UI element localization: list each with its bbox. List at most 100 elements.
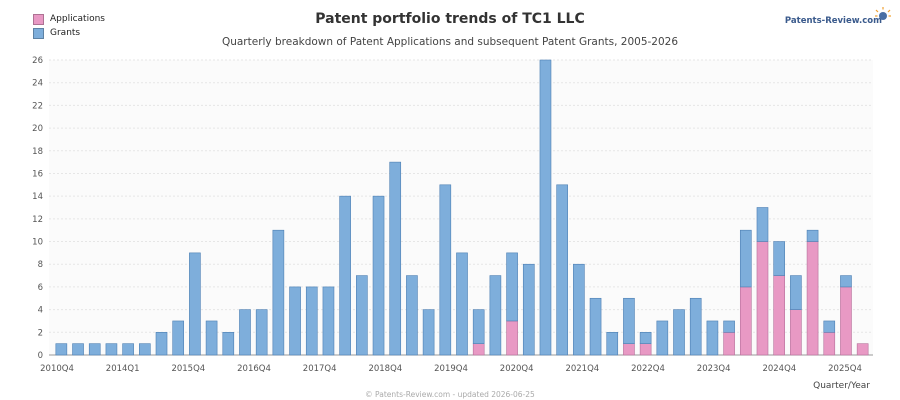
grants-bar[interactable]: [55, 343, 68, 356]
x-tick-label: 2021Q4: [565, 364, 599, 374]
x-axis-label: Quarter/Year: [813, 381, 870, 391]
applications-bar[interactable]: [806, 241, 819, 356]
grants-swatch: [33, 27, 44, 39]
grants-bar[interactable]: [356, 275, 368, 356]
x-tick-label: 2010Q4: [40, 364, 74, 374]
x-tick-label: 2020Q4: [500, 364, 534, 374]
grants-bar[interactable]: [539, 59, 552, 356]
x-tick-label: 2017Q4: [303, 364, 337, 374]
y-tick-label: 14: [32, 192, 43, 202]
applications-bar[interactable]: [472, 343, 485, 356]
applications-bar[interactable]: [773, 275, 785, 356]
y-tick-label: 18: [32, 147, 43, 157]
applications-bar[interactable]: [623, 343, 635, 356]
grants-bar[interactable]: [723, 320, 735, 333]
grants-bar[interactable]: [623, 297, 635, 344]
grants-bar[interactable]: [189, 252, 201, 356]
grants-bar[interactable]: [639, 332, 652, 344]
grants-bar[interactable]: [289, 286, 301, 356]
grants-bar[interactable]: [823, 320, 836, 333]
applications-bar[interactable]: [723, 332, 735, 356]
grants-bar[interactable]: [806, 229, 819, 242]
grants-bar[interactable]: [489, 275, 502, 356]
grants-bar[interactable]: [222, 332, 235, 356]
grants-bar[interactable]: [656, 320, 669, 356]
grants-bar[interactable]: [389, 161, 402, 356]
grants-bar[interactable]: [122, 343, 134, 356]
footer-credit: © Patents-Review.com - updated 2026-06-2…: [365, 390, 535, 399]
grants-bar[interactable]: [506, 252, 518, 322]
x-tick-label: 2019Q4: [434, 364, 468, 374]
y-tick-label: 22: [32, 101, 43, 111]
applications-bar[interactable]: [823, 332, 836, 356]
y-tick-label: 4: [38, 306, 43, 316]
lightbulb-icon: [875, 7, 891, 20]
y-tick-label: 10: [32, 238, 43, 248]
applications-bar[interactable]: [506, 320, 518, 356]
grants-bar[interactable]: [155, 332, 168, 356]
x-tick-label: 2015Q4: [171, 364, 205, 374]
x-tick-label: 2025Q4: [828, 364, 862, 374]
y-tick-label: 8: [38, 260, 43, 270]
grants-bar[interactable]: [673, 309, 685, 356]
x-tick-label: 2018Q4: [368, 364, 402, 374]
grants-bar[interactable]: [773, 241, 785, 276]
chart-subtitle: Quarterly breakdown of Patent Applicatio…: [221, 36, 679, 48]
legend-item-applications[interactable]: Applications: [33, 12, 105, 26]
grants-bar[interactable]: [589, 297, 602, 356]
grants-bar[interactable]: [105, 343, 118, 356]
grants-bar[interactable]: [522, 263, 535, 356]
y-tick-label: 0: [38, 351, 43, 361]
x-tick-label: 2024Q4: [762, 364, 796, 374]
applications-bar[interactable]: [840, 286, 852, 356]
y-tick-label: 26: [32, 56, 43, 66]
brand-name[interactable]: Patents-Review.com: [784, 16, 882, 26]
grants-bar[interactable]: [840, 275, 852, 288]
applications-bar[interactable]: [856, 343, 869, 356]
legend-item-grants[interactable]: Grants: [33, 26, 105, 40]
grants-bar[interactable]: [556, 184, 568, 356]
grants-bar[interactable]: [706, 320, 719, 356]
chart-title: Patent portfolio trends of TC1 LLC: [315, 11, 585, 27]
grants-bar[interactable]: [456, 252, 468, 356]
grants-bar[interactable]: [322, 286, 335, 356]
grants-bar[interactable]: [606, 332, 619, 356]
y-tick-label: 24: [32, 79, 43, 89]
grants-bar[interactable]: [272, 229, 285, 356]
x-tick-label: 2014Q1: [106, 364, 140, 374]
grants-bar[interactable]: [472, 309, 485, 344]
grants-bar[interactable]: [239, 309, 251, 356]
grants-bar[interactable]: [139, 343, 151, 356]
grants-bar[interactable]: [756, 207, 769, 242]
grants-bar[interactable]: [88, 343, 101, 356]
applications-bar[interactable]: [756, 241, 769, 356]
grants-bar[interactable]: [790, 275, 802, 310]
grants-bar[interactable]: [255, 309, 268, 356]
applications-swatch: [33, 13, 44, 25]
grants-bar[interactable]: [339, 195, 351, 356]
grants-bar[interactable]: [372, 195, 385, 356]
applications-bar[interactable]: [790, 309, 802, 356]
grants-bar[interactable]: [422, 309, 435, 356]
grants-bar[interactable]: [739, 229, 752, 288]
y-tick-label: 20: [32, 124, 43, 134]
grants-bar[interactable]: [172, 320, 185, 356]
chart-legend: Applications Grants: [33, 12, 105, 40]
legend-label-applications: Applications: [50, 14, 105, 24]
x-tick-label: 2016Q4: [237, 364, 271, 374]
grants-bar[interactable]: [205, 320, 218, 356]
y-tick-label: 12: [32, 215, 43, 225]
grants-bar[interactable]: [439, 184, 452, 356]
applications-bar[interactable]: [739, 286, 752, 356]
y-tick-label: 6: [38, 283, 43, 293]
grants-bar[interactable]: [72, 343, 84, 356]
applications-bar[interactable]: [639, 343, 652, 356]
x-tick-label: 2022Q4: [631, 364, 665, 374]
grants-bar[interactable]: [573, 263, 585, 356]
y-tick-label: 16: [32, 169, 43, 179]
grants-bar[interactable]: [689, 297, 702, 356]
grants-bar[interactable]: [406, 275, 418, 356]
legend-label-grants: Grants: [50, 28, 81, 38]
grants-bar[interactable]: [305, 286, 318, 356]
